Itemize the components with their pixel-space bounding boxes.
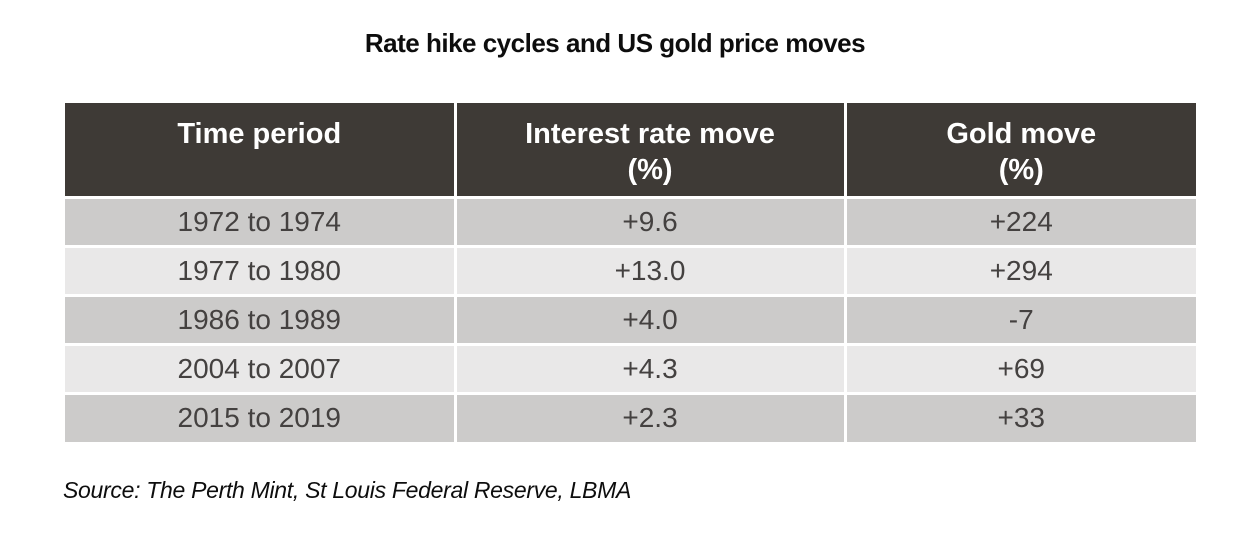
cell-rate-move: +4.3 — [455, 342, 847, 393]
cell-rate-move: +13.0 — [455, 244, 847, 295]
cell-period: 1986 to 1989 — [65, 293, 457, 344]
header-line2: (%) — [627, 154, 673, 186]
table-row: 2015 to 2019 +2.3 +33 — [65, 391, 1196, 442]
cell-period: 1972 to 1974 — [65, 195, 457, 246]
cell-rate-move: +9.6 — [455, 195, 847, 246]
table-row: 1972 to 1974 +9.6 +224 — [65, 195, 1196, 246]
table-row: 1986 to 1989 +4.0 -7 — [65, 293, 1196, 344]
header-gold-move: Gold move (%) — [845, 103, 1196, 197]
page-title: Rate hike cycles and US gold price moves — [364, 28, 866, 58]
header-line1: Interest rate move — [525, 118, 775, 150]
cell-gold-move: +33 — [845, 391, 1196, 442]
header-row: Time period Interest rate move (%) Gold … — [65, 103, 1196, 197]
table-row: 2004 to 2007 +4.3 +69 — [65, 342, 1196, 393]
source-attribution: Source: The Perth Mint, St Louis Federal… — [63, 477, 631, 503]
cell-period: 1977 to 1980 — [65, 244, 457, 295]
header-line2: (%) — [998, 154, 1044, 186]
cell-gold-move: -7 — [845, 293, 1196, 344]
table-row: 1977 to 1980 +13.0 +294 — [65, 244, 1196, 295]
cell-gold-move: +224 — [845, 195, 1196, 246]
header-line1: Gold move — [946, 118, 1097, 150]
cell-gold-move: +69 — [845, 342, 1196, 393]
header-time-period: Time period — [65, 103, 457, 197]
header-line1: Time period — [177, 118, 342, 150]
cell-rate-move: +2.3 — [455, 391, 847, 442]
cell-gold-move: +294 — [845, 244, 1196, 295]
cell-period: 2004 to 2007 — [65, 342, 457, 393]
header-interest-rate-move: Interest rate move (%) — [455, 103, 847, 197]
cell-rate-move: +4.0 — [455, 293, 847, 344]
rate-hike-table: Time period Interest rate move (%) Gold … — [65, 103, 1196, 442]
cell-period: 2015 to 2019 — [65, 391, 457, 442]
